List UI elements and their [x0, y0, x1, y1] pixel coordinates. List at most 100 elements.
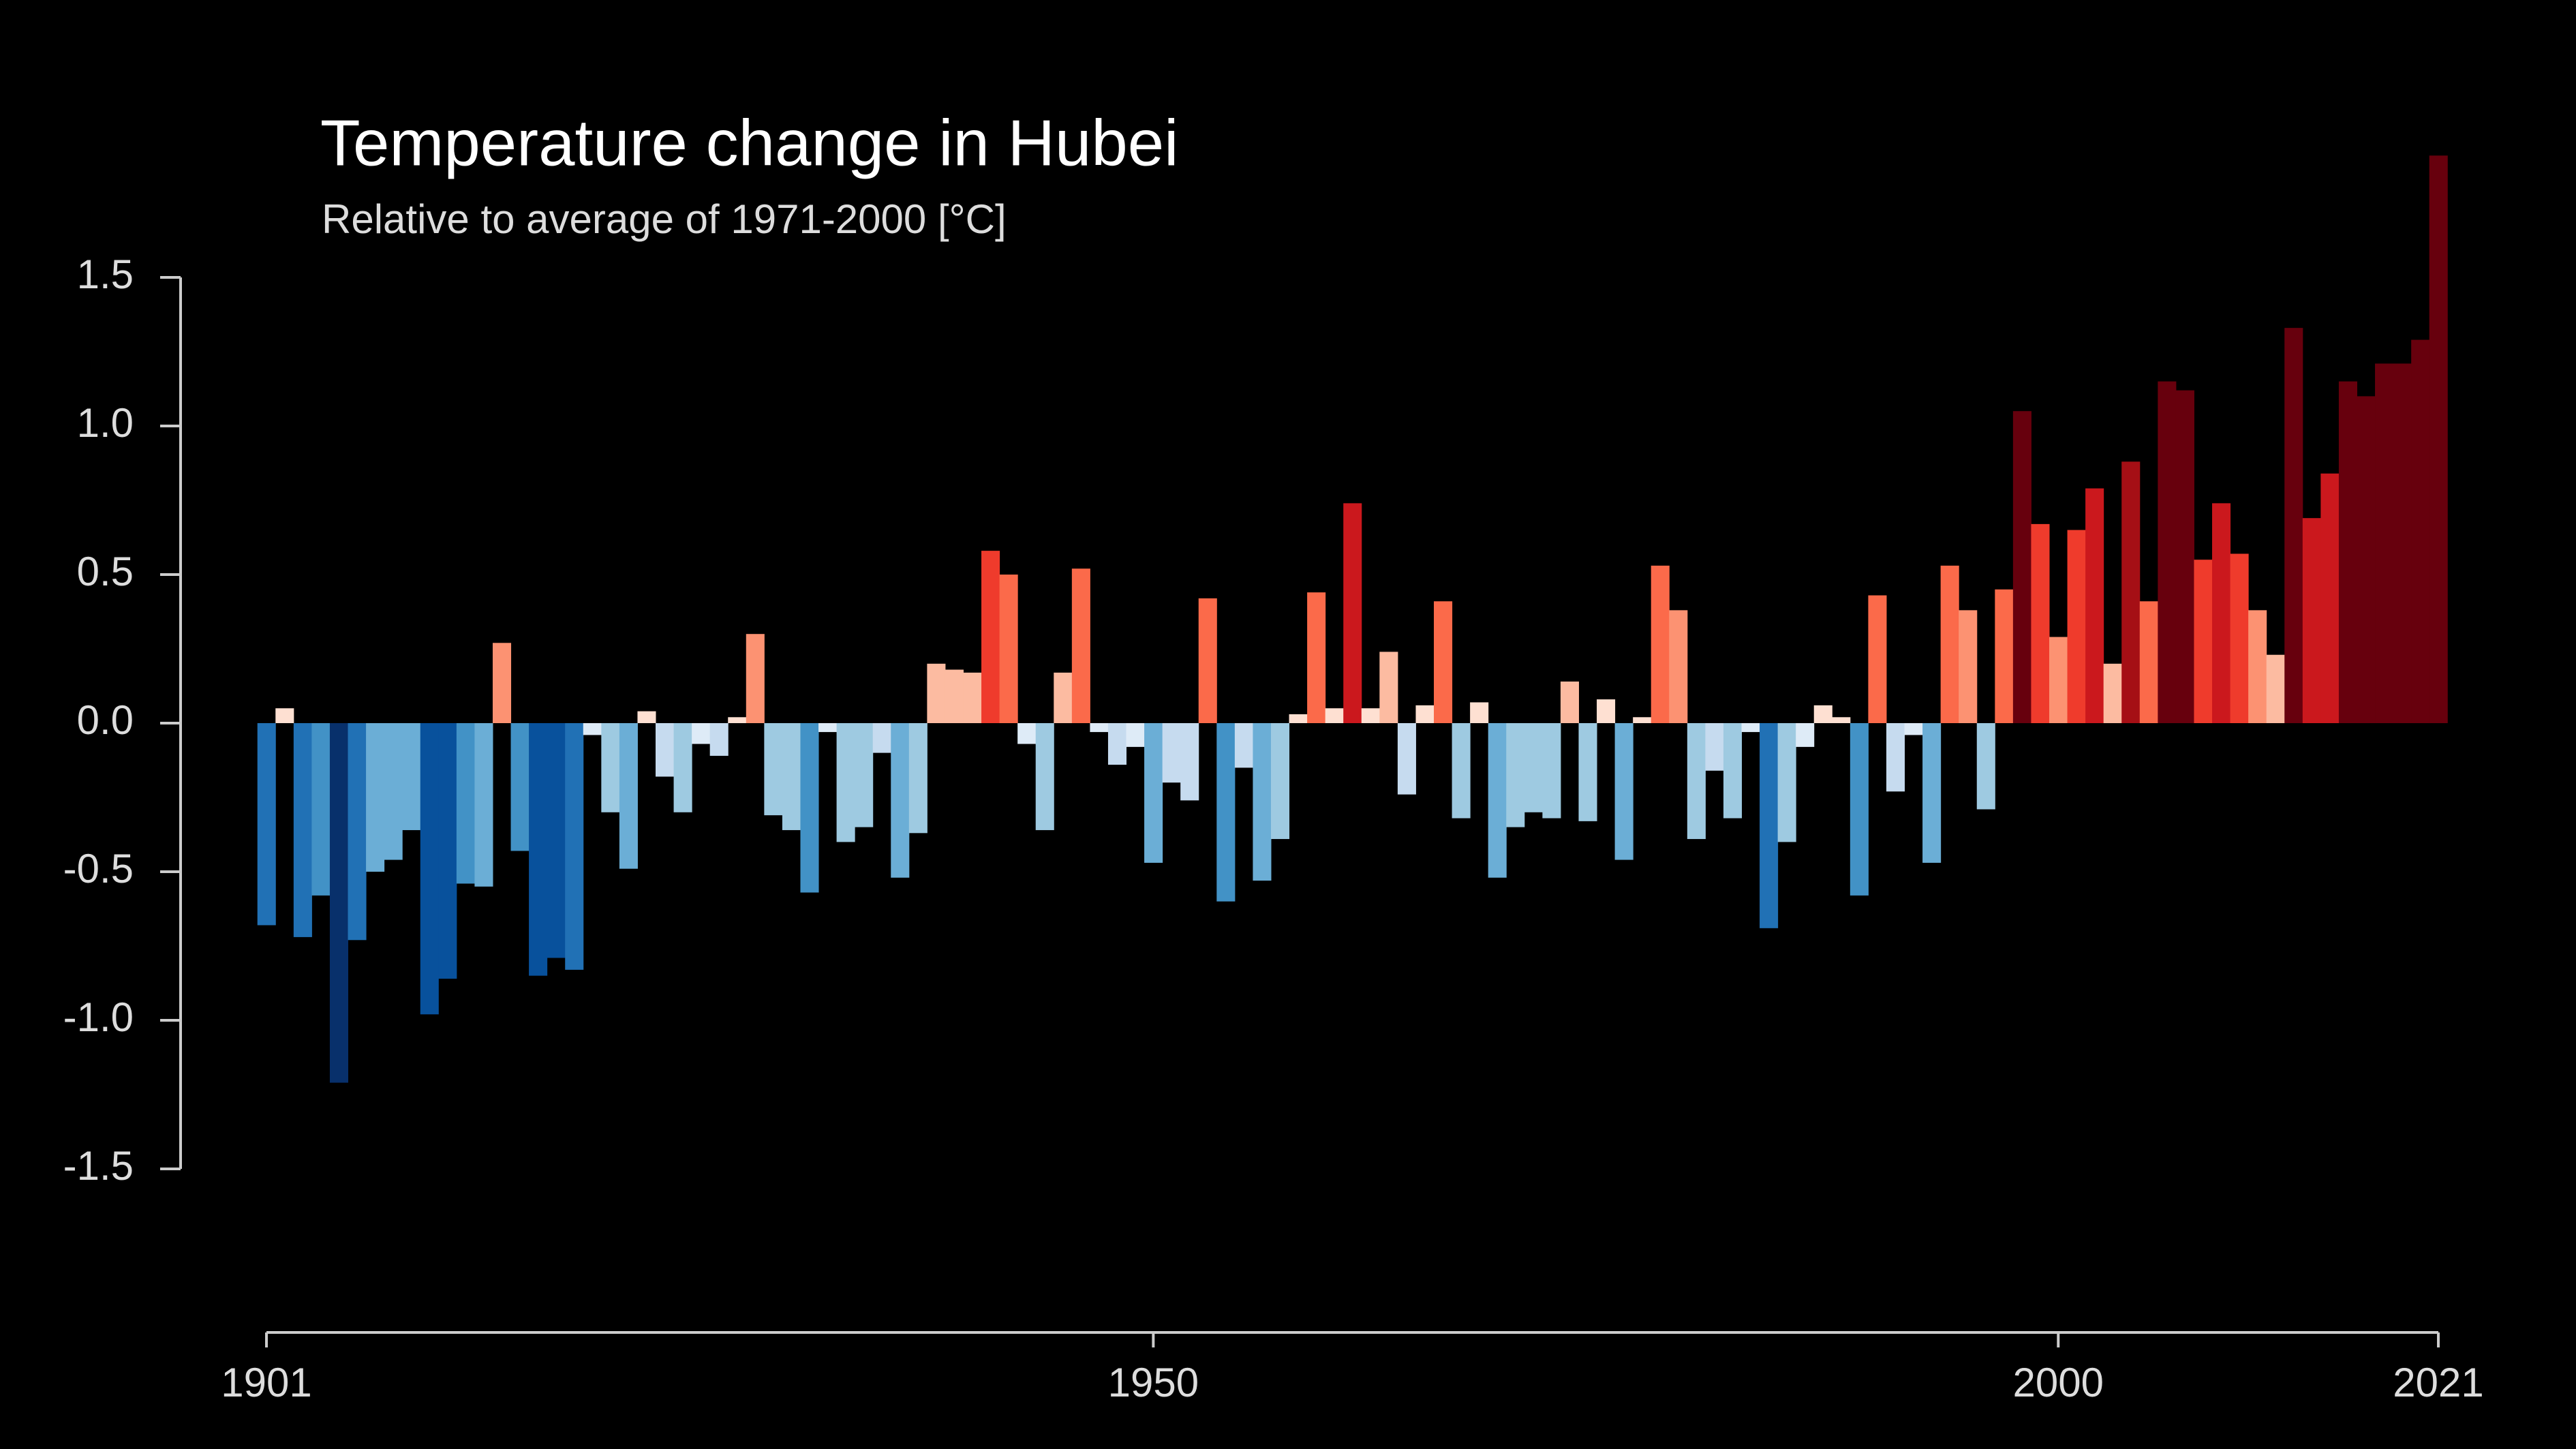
bar [891, 723, 910, 878]
bar [1270, 723, 1290, 840]
bar [311, 723, 331, 896]
bar [438, 723, 457, 979]
bar [2085, 488, 2104, 723]
bar [2320, 473, 2340, 723]
bar [583, 723, 602, 735]
bar [1723, 723, 1743, 819]
bar [1741, 723, 1760, 733]
bar [1976, 723, 1995, 810]
bar [981, 551, 1000, 723]
bar [1289, 714, 1308, 723]
bar [384, 723, 403, 860]
x-tick-label: 1901 [221, 1360, 311, 1405]
y-tick-label: 0.0 [77, 697, 134, 743]
bar [2393, 363, 2412, 723]
bar [746, 634, 765, 723]
bar [2175, 390, 2194, 723]
bar [2411, 339, 2430, 723]
bar [2357, 396, 2376, 723]
bar [836, 723, 855, 842]
bar [728, 717, 747, 723]
bar [855, 723, 874, 827]
bar [547, 723, 566, 958]
bar [1216, 723, 1236, 902]
bar [348, 723, 367, 941]
y-tick-label: 0.5 [77, 549, 134, 594]
bar [2049, 637, 2068, 723]
bar [1397, 723, 1416, 795]
bar [999, 575, 1018, 723]
bar [1434, 601, 1453, 723]
bar [529, 723, 548, 976]
bar [1578, 723, 1597, 821]
bar [1687, 723, 1706, 840]
bar [656, 723, 675, 777]
y-tick-label: -1.5 [63, 1143, 134, 1189]
bar [1325, 708, 1344, 723]
bar [293, 723, 312, 937]
bar [1705, 723, 1724, 771]
bar [1597, 699, 1616, 723]
bar [945, 669, 964, 723]
bar [1760, 723, 1779, 928]
bar [1054, 672, 1073, 723]
bar [619, 723, 638, 869]
bar [764, 723, 783, 816]
bar [510, 723, 530, 851]
bar [1144, 723, 1163, 863]
bar [2031, 523, 2050, 723]
bar [1560, 681, 1579, 723]
bar [601, 723, 620, 812]
bar [818, 723, 838, 733]
bar [1017, 723, 1037, 744]
bar [1162, 723, 1181, 783]
bar [1796, 723, 1815, 747]
bar [872, 723, 891, 753]
bar [1542, 723, 1561, 819]
bar [1035, 723, 1054, 830]
bar [2139, 601, 2158, 723]
bar [2212, 503, 2231, 723]
bar [1995, 589, 2014, 723]
bar [2248, 610, 2267, 723]
bar [329, 723, 349, 1083]
y-tick-label: 1.5 [77, 251, 134, 297]
bar [1234, 723, 1253, 768]
bar [1813, 705, 1833, 723]
bar [1614, 723, 1634, 860]
bar [2302, 518, 2321, 723]
bar [1470, 702, 1489, 723]
bar [908, 723, 927, 834]
bar [366, 723, 385, 872]
bar [1669, 610, 1688, 723]
bar [565, 723, 584, 970]
bar [1452, 723, 1471, 819]
bar [1524, 723, 1543, 812]
bar [1361, 708, 1380, 723]
bar [2103, 663, 2122, 723]
bar [2158, 381, 2177, 723]
x-tick-label: 1950 [1108, 1360, 1199, 1405]
bar [1180, 723, 1199, 801]
bar [456, 723, 475, 884]
bar [2194, 560, 2213, 723]
bar [673, 723, 692, 812]
bar [2230, 553, 2249, 723]
bar [963, 672, 982, 723]
bar [927, 663, 946, 723]
bar [2067, 530, 2086, 723]
x-tick-label: 2021 [2393, 1360, 2483, 1405]
bar [1651, 565, 1670, 723]
bar [1904, 723, 1923, 735]
bar [1868, 595, 1887, 723]
bar [2012, 411, 2031, 723]
bar [1107, 723, 1127, 765]
bar [1922, 723, 1942, 863]
chart-subtitle: Relative to average of 1971-2000 [°C] [322, 196, 1007, 242]
bar [1090, 723, 1109, 733]
bar [420, 723, 439, 1015]
bar [709, 723, 729, 756]
bar [492, 643, 512, 723]
bar [1198, 598, 1217, 723]
